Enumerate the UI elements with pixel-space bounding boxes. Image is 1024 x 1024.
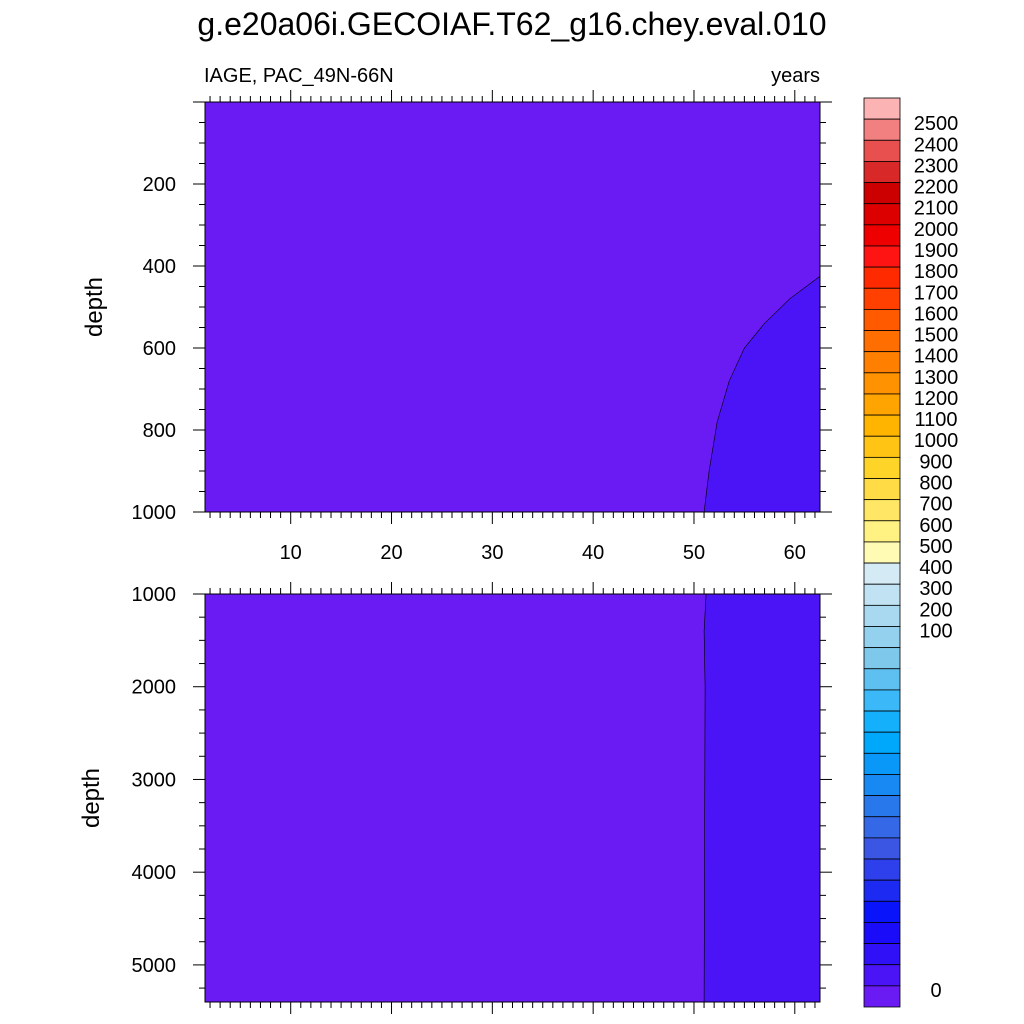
variable-region-label: IAGE, PAC_49N-66N [204, 65, 394, 87]
colorbar-box [863, 478, 901, 501]
y-tick-label: 1000 [132, 584, 177, 606]
colorbar-label: 2000 [914, 219, 959, 241]
colorbar-box [863, 774, 901, 797]
colorbar-box [863, 414, 901, 437]
colorbar-label: 2500 [914, 113, 959, 135]
colorbar-box [863, 330, 901, 353]
colorbar-box [863, 710, 901, 733]
chart-title: g.e20a06i.GECOIAF.T62_g16.chey.eval.010 [197, 6, 826, 42]
colorbar-box [863, 139, 901, 162]
y-tick-label: 2000 [132, 677, 177, 699]
x-tick-label: 60 [784, 542, 806, 564]
colorbar-box [863, 245, 901, 268]
colorbar-box [863, 668, 901, 691]
colorbar-box [863, 161, 901, 183]
colorbar-box [863, 351, 901, 374]
colorbar-box [863, 795, 901, 818]
colorbar-label: 1800 [914, 261, 959, 283]
y-tick-label: 1000 [132, 502, 177, 524]
colorbar-box [863, 372, 901, 395]
colorbar-box [863, 985, 901, 1008]
colorbar-box [863, 604, 901, 627]
colorbar-label: 1500 [914, 325, 959, 347]
contour-region [704, 594, 820, 1002]
colorbar-box [863, 837, 901, 860]
colorbar-label: 400 [919, 557, 952, 579]
colorbar-label: 1600 [914, 303, 959, 325]
colorbar-box [863, 499, 901, 522]
colorbar-label: 2300 [914, 155, 959, 177]
y-tick-label: 800 [143, 420, 176, 442]
y-axis-title: depth [78, 768, 105, 828]
colorbar-box [863, 943, 901, 966]
colorbar-label: 1100 [914, 409, 957, 431]
y-axis-title: depth [81, 277, 108, 337]
colorbar-box [863, 689, 901, 712]
colorbar-box [863, 879, 901, 902]
colorbar-box [863, 647, 901, 670]
colorbar-box [863, 731, 901, 754]
colorbar-box [863, 626, 901, 649]
colorbar-box [863, 858, 901, 881]
colorbar-label: 2400 [914, 134, 959, 156]
colorbar-box [863, 203, 901, 226]
colorbar: 2500240023002200210020001900180017001600… [863, 97, 959, 1008]
colorbar-label: 200 [919, 599, 952, 621]
colorbar-box [863, 287, 901, 310]
colorbar-label: 300 [919, 578, 952, 600]
colorbar-label: 700 [919, 494, 952, 516]
colorbar-box [863, 922, 901, 944]
colorbar-label: 600 [919, 515, 952, 537]
colorbar-box [863, 308, 901, 331]
y-tick-label: 4000 [132, 862, 177, 884]
colorbar-label: 1400 [914, 346, 959, 368]
colorbar-box [863, 900, 901, 923]
colorbar-label: 2200 [914, 177, 959, 199]
x-tick-label: 30 [481, 542, 503, 564]
colorbar-box [863, 456, 901, 479]
colorbar-box [863, 520, 901, 543]
colorbar-box [863, 816, 901, 839]
colorbar-box [863, 118, 901, 141]
colorbar-label: 1700 [914, 282, 959, 304]
colorbar-label: 0 [930, 980, 941, 1002]
y-tick-label: 5000 [132, 955, 177, 977]
y-tick-label: 200 [143, 174, 176, 196]
colorbar-box [863, 97, 901, 120]
x-tick-label: 40 [582, 542, 604, 564]
colorbar-box [863, 752, 901, 775]
contour-line [703, 276, 821, 513]
colorbar-box [863, 583, 901, 606]
x-tick-label: 10 [280, 542, 302, 564]
colorbar-label: 1000 [914, 430, 959, 452]
contour-line [703, 593, 707, 1003]
x-tick-label: 50 [683, 542, 705, 564]
colorbar-label: 500 [919, 536, 952, 558]
colorbar-box [863, 964, 901, 987]
colorbar-label: 1900 [914, 240, 959, 262]
units-label: years [771, 65, 820, 87]
colorbar-box [863, 541, 901, 564]
panel-upper: 10 20 30 40 50 60 200 400 600 800 1000 depth [81, 90, 832, 564]
colorbar-box [863, 182, 901, 205]
colorbar-box [863, 562, 901, 585]
y-tick-label: 400 [143, 256, 176, 278]
colorbar-label: 900 [919, 451, 952, 473]
colorbar-label: 1300 [914, 367, 959, 389]
y-tick-label: 3000 [132, 769, 177, 791]
contour-region [704, 276, 820, 512]
colorbar-label: 100 [919, 620, 952, 642]
y-tick-label: 600 [143, 338, 176, 360]
colorbar-box [863, 266, 901, 289]
colorbar-box [863, 393, 901, 416]
colorbar-label: 1200 [914, 388, 959, 410]
colorbar-label: 800 [919, 473, 952, 495]
plot-area: 10 20 30 40 50 60 200 400 600 800 1000 depth 1000 200… [78, 90, 832, 1014]
x-tick-label: 20 [380, 542, 402, 564]
colorbar-box [863, 224, 901, 247]
panel-lower: 1000 2000 3000 4000 5000 depth [78, 582, 832, 1014]
colorbar-box [863, 435, 901, 458]
colorbar-label: 2100 [914, 198, 959, 220]
